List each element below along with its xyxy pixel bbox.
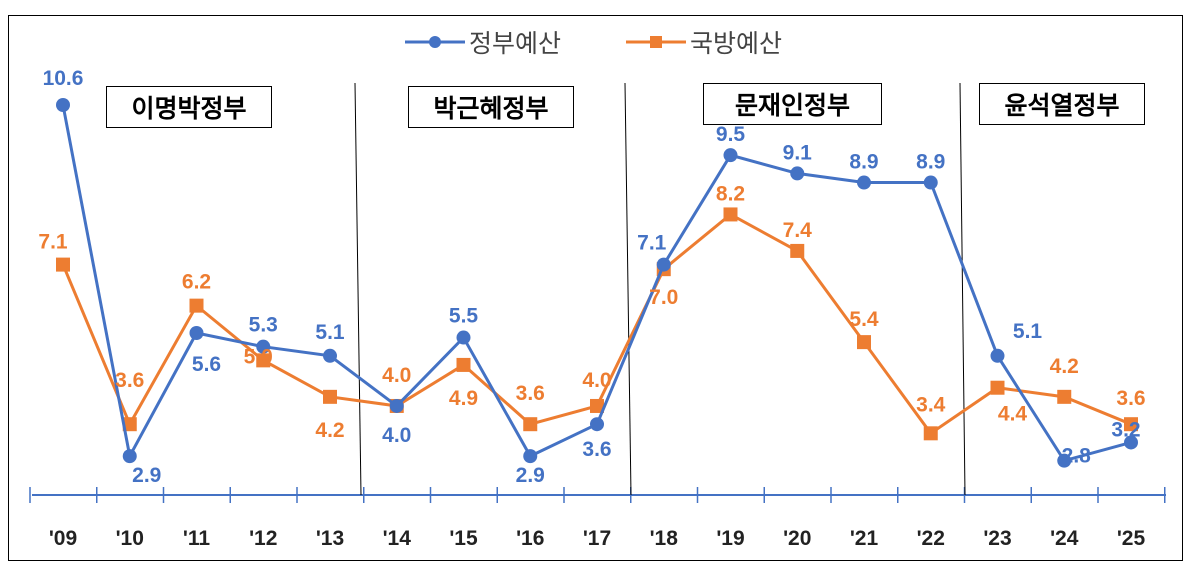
x-tick-label: '22: [917, 527, 945, 550]
data-point: [1124, 435, 1138, 450]
x-tick-label: '25: [1117, 527, 1146, 550]
chart-frame: [8, 15, 1183, 561]
data-label: 5.0: [244, 345, 273, 368]
x-tick-label: '24: [1050, 527, 1079, 550]
data-label: 3.6: [582, 438, 611, 461]
period-divider: [354, 82, 362, 496]
data-point: [1057, 389, 1072, 404]
data-label: 2.9: [516, 464, 545, 487]
x-tick-label: '19: [716, 527, 744, 550]
data-point: [189, 326, 204, 340]
legend-item-government: 정부예산: [405, 24, 561, 60]
data-label: 7.1: [637, 232, 667, 255]
data-label: 7.1: [38, 231, 68, 254]
period-divider: [624, 82, 632, 496]
data-label: 5.5: [449, 305, 479, 328]
data-point: [456, 357, 471, 372]
data-label: 8.2: [716, 182, 745, 205]
legend-label: 정부예산: [469, 30, 562, 58]
data-point: [857, 175, 871, 190]
data-point: [523, 417, 538, 432]
data-label: 4.0: [382, 424, 411, 447]
data-point: [389, 398, 404, 413]
x-tick-label: '15: [449, 527, 478, 550]
data-point: [990, 380, 1005, 395]
data-label: 6.2: [182, 271, 211, 294]
period-label: 문재인정부: [703, 83, 882, 125]
data-point: [523, 449, 538, 464]
legend-item-defense: 국방예산: [626, 24, 782, 60]
x-tick-label: '09: [49, 527, 77, 550]
data-label: 5.1: [1013, 320, 1043, 343]
x-tick-label: '16: [516, 527, 544, 550]
data-point: [590, 417, 604, 432]
data-label: 3.4: [916, 393, 946, 416]
data-point: [56, 257, 70, 272]
data-point: [790, 166, 805, 181]
period-divider: [959, 82, 966, 496]
data-point: [923, 175, 938, 190]
data-point: [1124, 417, 1138, 432]
data-label: 7.0: [649, 286, 678, 309]
data-label: 4.0: [382, 364, 411, 387]
data-label: 5.1: [315, 321, 345, 344]
data-point: [723, 148, 738, 163]
data-label: 5.3: [249, 314, 278, 337]
data-label: 3.6: [1116, 387, 1145, 410]
data-point: [923, 426, 938, 441]
data-point: [456, 330, 471, 345]
data-point: [256, 353, 271, 368]
x-tick-label: '11: [183, 527, 211, 550]
data-point: [122, 417, 137, 432]
data-label: 9.5: [716, 123, 746, 146]
x-tick-label: '10: [116, 527, 144, 550]
x-tick-label: '12: [249, 527, 277, 550]
data-point: [256, 339, 271, 354]
period-label: 이명박정부: [106, 86, 272, 128]
legend-label: 국방예산: [690, 30, 783, 58]
data-point: [857, 335, 871, 350]
data-point: [590, 398, 604, 413]
data-label: 3.2: [1111, 418, 1140, 441]
data-label: 9.1: [783, 141, 813, 164]
x-tick-label: '13: [316, 527, 344, 550]
data-label: 7.4: [783, 219, 813, 242]
data-label: 4.9: [449, 387, 478, 410]
data-label: 4.4: [998, 403, 1028, 426]
data-point: [56, 98, 70, 112]
data-point: [790, 243, 805, 258]
data-label: 2.9: [132, 464, 161, 487]
x-tick-label: '20: [783, 527, 811, 550]
data-point: [656, 257, 671, 272]
period-label: 박근혜정부: [408, 86, 574, 128]
data-label: 5.4: [849, 308, 879, 331]
x-tick-label: '17: [583, 527, 611, 550]
data-label: 4.0: [582, 369, 611, 392]
x-tick-label: '14: [383, 527, 412, 550]
circle-marker-icon: [405, 36, 465, 48]
data-label: 5.6: [192, 353, 221, 376]
x-tick-label: '23: [983, 527, 1011, 550]
data-point: [723, 207, 738, 222]
data-label: 3.6: [115, 369, 144, 392]
data-point: [323, 389, 337, 404]
x-tick-label: '18: [650, 527, 679, 550]
data-label: 8.9: [916, 151, 945, 174]
data-label: 10.6: [43, 67, 84, 90]
data-label: 4.2: [315, 419, 344, 442]
x-tick-label: '21: [850, 527, 879, 550]
square-marker-icon: [626, 36, 686, 48]
data-point: [189, 298, 204, 313]
data-label: 3.6: [516, 382, 545, 405]
data-point: [323, 348, 337, 363]
data-label: 8.9: [849, 151, 878, 174]
data-point: [1057, 453, 1072, 468]
data-label: 4.2: [1050, 355, 1079, 378]
period-label: 윤석열정부: [979, 83, 1145, 125]
data-point: [122, 449, 137, 464]
data-point: [990, 348, 1005, 363]
data-label: 2.8: [1062, 445, 1092, 468]
